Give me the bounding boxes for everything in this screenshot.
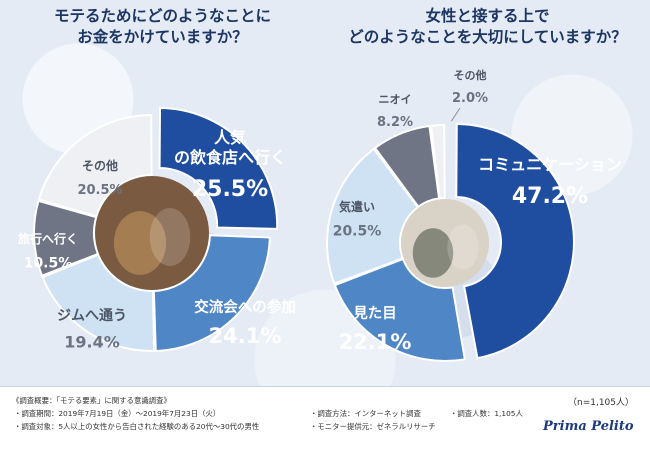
- pie2-label-4: ニオイ: [379, 93, 412, 106]
- survey-method: ・調査方法：インターネット調査: [310, 409, 421, 418]
- pie1-label-3: ジムへ通う: [57, 308, 127, 324]
- pie2-slice-4: [373, 124, 441, 209]
- pie1-value-5: 20.5%: [77, 183, 122, 198]
- survey-period: ・調査期間：2019年7月19日（金）～2019年7月23日（火）: [14, 409, 221, 418]
- pie1-label-4: 旅行へ行く: [18, 231, 78, 246]
- pie2-label-2: 見た目: [352, 305, 397, 322]
- pie2-value-1: 47.2%: [512, 184, 588, 209]
- pie-chart-2: コミュニケーション 47.2% 見た目 22.1% 気遣い 20.5% ニオイ 8.2% その他…: [326, 68, 622, 362]
- pie1-label-5: その他: [82, 158, 118, 173]
- left-title-line1: モテるためにどのようなことに: [53, 7, 271, 25]
- pie1-label-1: 人気: [214, 128, 246, 147]
- survey-footer: 《調査概要：「モテる要素」に関する意識調査》 ・調査期間：2019年7月19日（…: [0, 386, 650, 451]
- pie2-leader-line: [450, 107, 461, 122]
- survey-heading: 《調査概要：「モテる要素」に関する意識調査》: [12, 396, 171, 405]
- pie2-label-3: 気遣い: [339, 199, 375, 214]
- pie1-value-2: 24.1%: [209, 324, 282, 348]
- pie1-center-photo: [95, 176, 209, 290]
- right-title-line1: 女性と接する上で: [425, 7, 550, 25]
- pie1-label-1: の飲食店へ行く: [174, 148, 286, 167]
- pie2-center-photo: [401, 199, 489, 287]
- pie2-slice-2: [333, 257, 466, 362]
- pie2-value-2: 22.1%: [339, 330, 412, 354]
- pie1-slice-4: [33, 199, 100, 277]
- pie2-slice-5: [429, 123, 446, 200]
- pie2-value-5: 2.0%: [452, 91, 488, 106]
- pie2-value-4: 8.2%: [377, 115, 413, 130]
- pie1-value-4: 10.5%: [24, 255, 73, 271]
- survey-provider: ・モニター提供元：ゼネラルリサーチ: [310, 422, 436, 431]
- survey-target: ・調査対象：5人以上の女性から告白された経験のある20代～30代の男性: [14, 422, 260, 431]
- pie1-slice-5: [37, 113, 153, 218]
- right-chart-title: 女性と接する上で どのようなことを大切にしていますか？: [325, 6, 650, 48]
- survey-count: ・調査人数：1,105人: [450, 409, 523, 418]
- brand-logo: Prima Pelito: [543, 419, 634, 434]
- left-chart-title: モテるためにどのようなことに お金をかけていますか？: [0, 6, 325, 48]
- left-title-line2: お金をかけていますか？: [77, 28, 248, 46]
- pie2-label-1: コミュニケーション: [478, 155, 622, 174]
- pie1-value-1: 25.5%: [192, 177, 268, 202]
- pie1-slice-2: [152, 234, 271, 352]
- pie2-label-5: その他: [454, 68, 487, 82]
- pie1-value-3: 19.4%: [64, 333, 120, 352]
- pie1-slice-1: [158, 107, 279, 230]
- pie2-slice-3: [326, 147, 420, 285]
- pie1-slice-3: [41, 253, 156, 352]
- sample-size-label: （n=1,105人）: [568, 398, 635, 408]
- pie2-slice-1: [455, 123, 575, 360]
- pie1-label-2: 交流会への参加: [194, 298, 296, 316]
- right-title-line2: どのようなことを大切にしていますか？: [348, 28, 627, 46]
- pie2-value-3: 20.5%: [333, 223, 382, 239]
